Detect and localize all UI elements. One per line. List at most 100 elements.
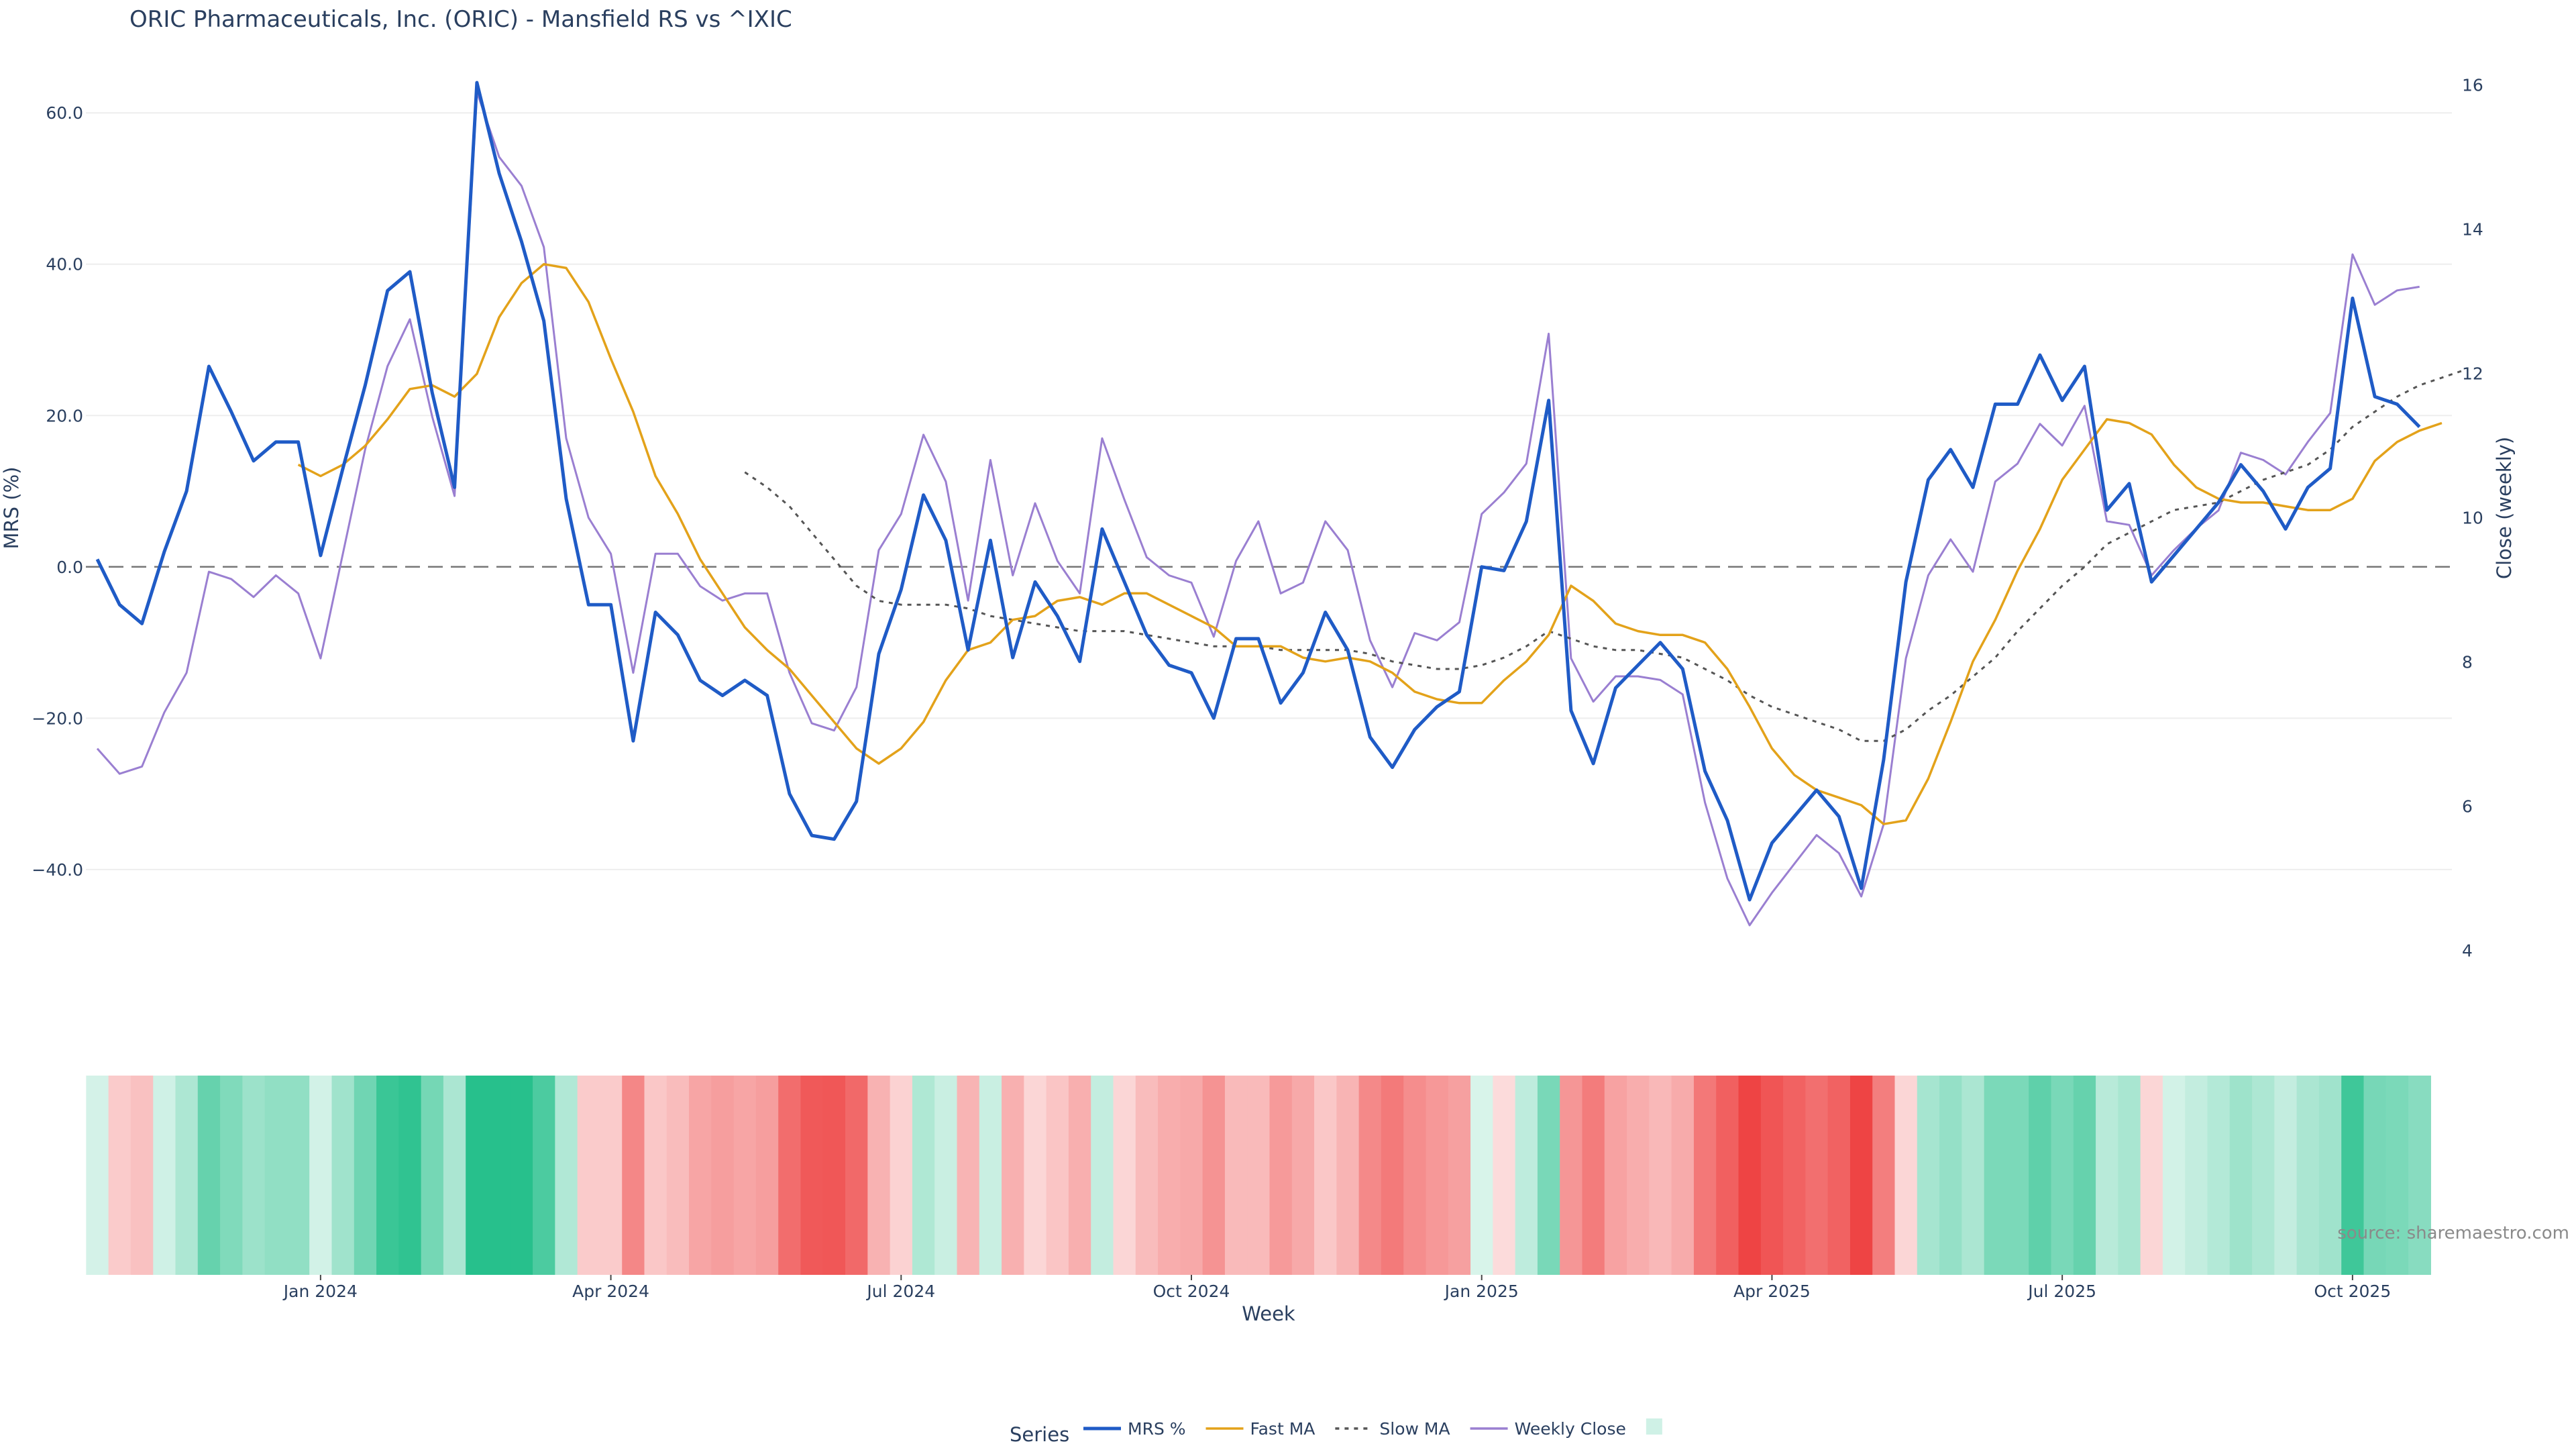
heat-cell (644, 1076, 667, 1275)
heat-cell (711, 1076, 735, 1275)
heat-cell (1582, 1076, 1605, 1275)
y-axis-right-title: Close (weekly) (2493, 437, 2516, 579)
heat-cell (2051, 1076, 2074, 1275)
heat-cell (2207, 1076, 2231, 1275)
heat-cell (666, 1076, 690, 1275)
heat-cell (2274, 1076, 2298, 1275)
heat-cell (1939, 1076, 1962, 1275)
heat-cell (197, 1076, 221, 1275)
heat-cell (2408, 1076, 2431, 1275)
heat-cell (979, 1076, 1002, 1275)
heat-cell (108, 1076, 131, 1275)
heat-cell (867, 1076, 891, 1275)
legend-item-label: MRS % (1128, 1419, 1186, 1439)
heat-cell (1247, 1076, 1271, 1275)
heat-cell (1738, 1076, 1762, 1275)
heat-cell (1693, 1076, 1717, 1275)
heat-cell (1470, 1076, 1493, 1275)
heat-cell (1426, 1076, 1449, 1275)
heat-cell (2341, 1076, 2365, 1275)
series-layer (95, 81, 2465, 927)
heat-cell (466, 1076, 489, 1275)
heat-cell (912, 1076, 935, 1275)
heat-cell (733, 1076, 757, 1275)
slow-ma-line (744, 369, 2465, 742)
heat-cell (2162, 1076, 2186, 1275)
heat-cell (331, 1076, 355, 1275)
y-axis-left-title: MRS (%) (0, 467, 23, 550)
heat-cell (286, 1076, 310, 1275)
fast-ma-line (297, 262, 2443, 825)
left-axis-ticks: 60.0 40.0 20.0 0.0 −20.0 −40.0 (32, 103, 83, 880)
weekly-close-line (96, 91, 2420, 927)
heat-cell (2029, 1076, 2052, 1275)
right-axis-ticks: 16 14 12 10 8 6 4 (2462, 75, 2483, 960)
heat-cell (1224, 1076, 1248, 1275)
heat-cell (1314, 1076, 1337, 1275)
x-tick-label: Jul 2024 (865, 1282, 935, 1301)
heat-cell (1560, 1076, 1583, 1275)
heat-cell (1716, 1076, 1739, 1275)
heat-cell (689, 1076, 712, 1275)
heat-cell (1827, 1076, 1851, 1275)
heat-cell (555, 1076, 578, 1275)
heat-cell (1180, 1076, 1203, 1275)
heat-cell (1627, 1076, 1650, 1275)
y-right-tick-label: 16 (2462, 75, 2483, 95)
heat-cell (1671, 1076, 1695, 1275)
heat-cell (2118, 1076, 2141, 1275)
legend-item-label: Weekly Close (1515, 1419, 1626, 1439)
heat-cell (130, 1076, 154, 1275)
x-tick-label: Jul 2025 (2027, 1282, 2096, 1301)
legend-swatch-heat (1646, 1418, 1662, 1435)
heat-cell (1872, 1076, 1896, 1275)
heat-cell (510, 1076, 533, 1275)
heat-cell (934, 1076, 958, 1275)
x-tick-label: Apr 2024 (572, 1282, 649, 1301)
heat-cell (1113, 1076, 1136, 1275)
x-axis-title: Week (1242, 1302, 1295, 1325)
heat-cell (1381, 1076, 1404, 1275)
y-right-tick-label: 8 (2462, 653, 2473, 672)
heat-cell (175, 1076, 199, 1275)
heat-cell (1202, 1076, 1226, 1275)
heat-strip (86, 1076, 2431, 1275)
y-right-tick-label: 4 (2462, 941, 2473, 961)
heat-cell (1358, 1076, 1382, 1275)
heat-cell (264, 1076, 288, 1275)
heat-cell (1024, 1076, 1047, 1275)
heat-cell (1336, 1076, 1360, 1275)
heat-cell (577, 1076, 600, 1275)
heat-cell (2252, 1076, 2275, 1275)
heat-cell (2185, 1076, 2208, 1275)
heat-cell (242, 1076, 266, 1275)
heat-cell (1849, 1076, 1873, 1275)
heat-cell (1291, 1076, 1315, 1275)
heat-cell (2229, 1076, 2253, 1275)
heat-cell (2385, 1076, 2409, 1275)
y-left-tick-label: 60.0 (46, 103, 83, 123)
heat-cell (2096, 1076, 2118, 1275)
y-left-tick-label: 40.0 (46, 255, 83, 274)
heat-cell (153, 1076, 176, 1275)
heat-cell (354, 1076, 377, 1275)
heat-cell (1403, 1076, 1427, 1275)
heat-cell (1158, 1076, 1181, 1275)
heat-cell (86, 1076, 109, 1275)
heat-cell (1091, 1076, 1114, 1275)
heat-cell (1515, 1076, 1538, 1275)
heat-cell (1760, 1076, 1784, 1275)
heat-cell (2006, 1076, 2029, 1275)
y-left-tick-label: 20.0 (46, 406, 83, 425)
y-right-tick-label: 6 (2462, 797, 2473, 817)
grid-layer (86, 112, 2452, 870)
heat-cell (220, 1076, 243, 1275)
y-right-tick-label: 10 (2462, 509, 2483, 528)
heat-cell (957, 1076, 980, 1275)
heat-cell (1493, 1076, 1516, 1275)
heat-cell (755, 1076, 779, 1275)
heat-cell (1894, 1076, 1918, 1275)
heat-cell (1984, 1076, 2007, 1275)
